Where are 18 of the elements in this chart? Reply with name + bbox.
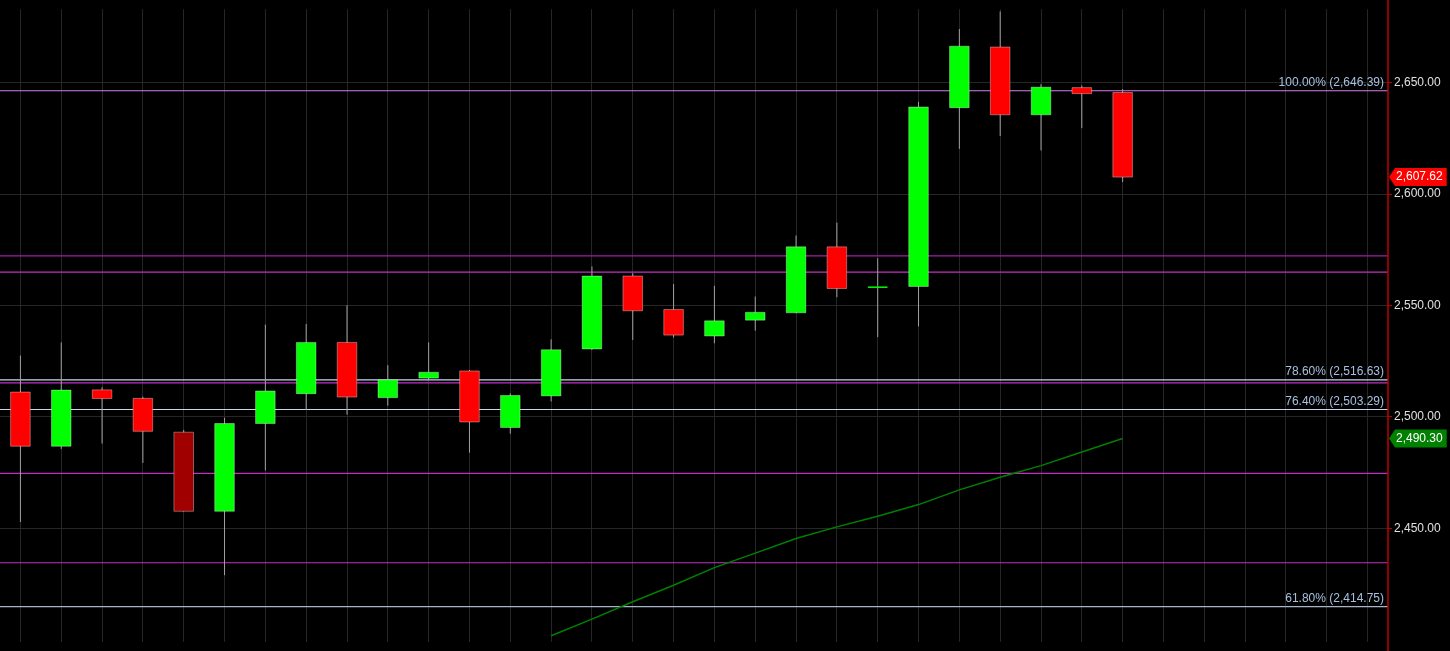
candlestick [91,386,113,445]
y-tick-label: 2,550.00 [1394,297,1442,312]
candlestick [704,285,725,344]
ref-line-label: 76.40% (2,503.29) [1285,393,1384,408]
y-tick-label: 2,600.00 [1394,186,1442,201]
ref-line-label: 61.80% (2,414.75) [1285,591,1384,606]
ref-line-label: 100.00% (2,646.39) [1278,75,1384,90]
candlestick [418,341,439,380]
text: 2,490.30 [1396,430,1444,445]
ref-line-label: 78.60% (2,516.63) [1285,364,1384,379]
text: 2,607.62 [1396,169,1444,184]
y-tick-label: 2,500.00 [1394,409,1442,424]
y-tick-label: 2,650.00 [1394,75,1442,90]
candlestick [867,257,888,338]
candlestick [744,296,766,332]
y-tick-label: 2,450.00 [1394,520,1442,535]
candlestick [377,364,399,407]
candlestick [1071,85,1093,129]
